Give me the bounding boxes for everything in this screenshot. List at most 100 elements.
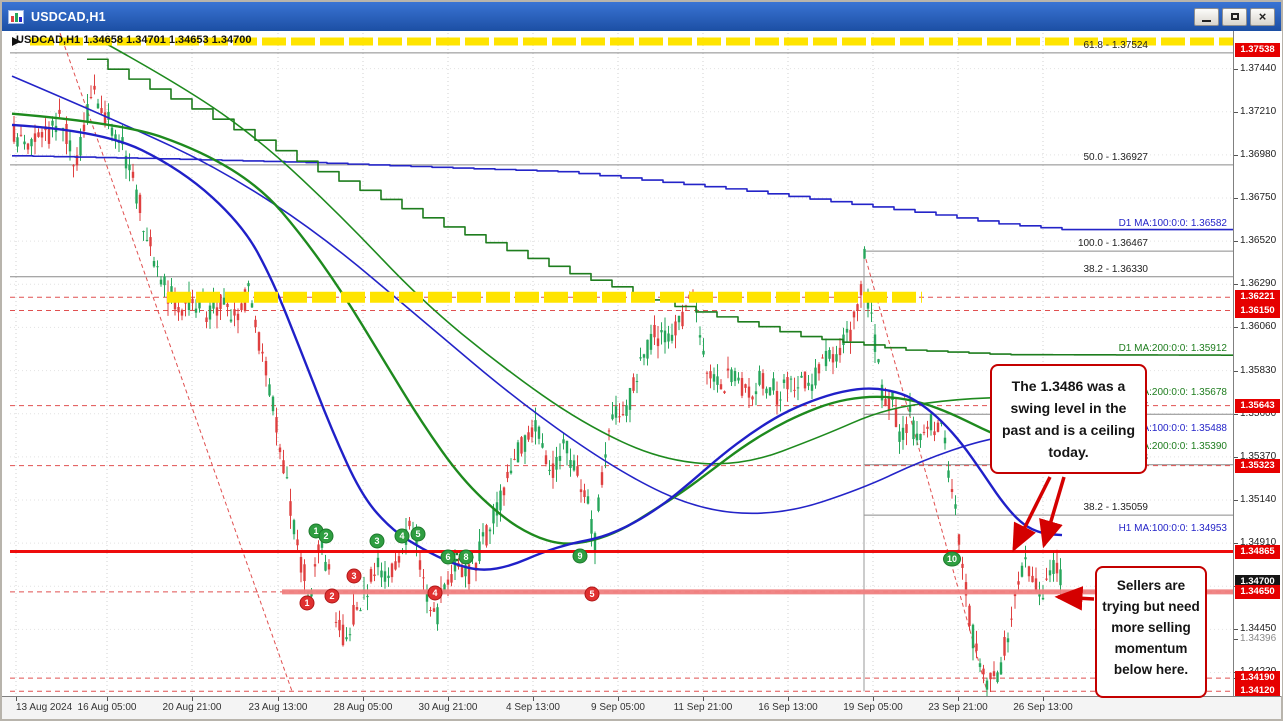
annotation-swing-level[interactable]: The 1.3486 was a swing level in the past…: [990, 364, 1147, 474]
swing-marker: 4: [427, 585, 443, 601]
pointer-arrow: [1012, 476, 1052, 553]
svg-text:5: 5: [415, 529, 420, 539]
time-axis-label: 26 Sep 13:00: [1013, 702, 1073, 713]
price-axis-label: 1.34396: [1240, 633, 1277, 645]
price-axis-label: 1.36520: [1240, 235, 1277, 247]
swing-marker: 6: [440, 549, 456, 565]
minimize-button[interactable]: [1194, 7, 1219, 26]
ma-line: [96, 37, 1063, 465]
time-axis-label: 16 Aug 05:00: [77, 702, 137, 713]
axis-tick: [788, 697, 789, 701]
trend-line: [863, 252, 988, 692]
price-axis-label: 1.37210: [1240, 105, 1277, 117]
price-axis: 1.37440 1.37210 1.36980 1.36750 1.36520 1.362…: [1233, 31, 1282, 699]
axis-tick: [1234, 111, 1238, 113]
svg-text:4: 4: [399, 531, 404, 541]
pointer-arrow: [1039, 476, 1066, 549]
swing-marker: 1: [299, 595, 315, 611]
time-axis-label: 9 Sep 05:00: [591, 702, 645, 713]
axis-tick: [1234, 629, 1238, 631]
price-axis-label: 1.35140: [1240, 493, 1277, 505]
time-axis-label: 30 Aug 21:00: [418, 702, 478, 713]
svg-text:2: 2: [329, 591, 334, 601]
axis-tick: [703, 697, 704, 701]
axis-tick: [958, 697, 959, 701]
time-axis-label: 16 Sep 13:00: [758, 702, 818, 713]
axis-tick: [1234, 198, 1238, 200]
swing-marker: 10: [943, 551, 961, 567]
axis-tick: [1234, 241, 1238, 243]
axis-tick: [1043, 697, 1044, 701]
price-badge: 1.36150: [1235, 303, 1280, 318]
candlesticks: [12, 74, 1062, 696]
grid: [10, 33, 1234, 695]
price-badge: 1.34120: [1235, 684, 1280, 699]
axis-tick: [618, 697, 619, 701]
ma-value-label: A:200:0:0: 1.35678: [1142, 387, 1227, 399]
axis-tick: [448, 697, 449, 701]
fib-level-label: 38.2 - 1.36330: [1083, 263, 1149, 275]
time-axis-label: 11 Sep 21:00: [673, 702, 733, 713]
band-anchor-marker: [12, 36, 21, 46]
svg-text:3: 3: [374, 536, 379, 546]
price-axis-label: 1.34910: [1240, 537, 1277, 549]
axis-tick: [1234, 456, 1238, 458]
price-badge: 1.34190: [1235, 671, 1280, 686]
price-axis-label: 1.37440: [1240, 62, 1277, 74]
swing-marker: 2: [324, 588, 340, 604]
swing-marker: 3: [369, 533, 385, 549]
time-axis: 13 Aug 2024 16 Aug 05:00 20 Aug 21:00 23 Au…: [2, 696, 1281, 719]
ma-line: [11, 75, 1063, 515]
price-axis-label: 1.34450: [1240, 623, 1277, 635]
price-badge: 1.34865: [1235, 544, 1280, 559]
svg-text:6: 6: [445, 552, 450, 562]
window-titlebar: USDCAD,H1 ×: [2, 2, 1281, 31]
fib-level-label: 100.0 - 1.36467: [1077, 238, 1148, 250]
time-axis-label: 23 Sep 21:00: [928, 702, 988, 713]
annotation-sellers[interactable]: Sellers are trying but need more selling…: [1095, 566, 1207, 698]
time-axis-label: 19 Sep 05:00: [843, 702, 903, 713]
axis-tick: [1234, 284, 1238, 286]
minimize-icon: [1202, 20, 1211, 22]
time-axis-label: 23 Aug 13:00: [248, 702, 308, 713]
price-axis-label: 1.35370: [1240, 450, 1277, 462]
window-title: USDCAD,H1: [31, 9, 106, 24]
ma-value-label: D1 MA:100:0:0: 1.36582: [1118, 217, 1227, 229]
price-axis-label: 1.36290: [1240, 278, 1277, 290]
price-axis-label: 1.36980: [1240, 148, 1277, 160]
axis-tick: [192, 697, 193, 701]
svg-text:10: 10: [947, 554, 957, 564]
chart-icon: [8, 9, 24, 24]
price-badge: 1.35323: [1235, 458, 1280, 473]
time-axis-label: 4 Sep 13:00: [506, 702, 560, 713]
chart-area: 1 2 3 4 5 6 8 9 10 1 2 3 4 5 USDCAD,H1 1.34658 1.3470…: [2, 31, 1282, 719]
ma-line: [12, 155, 1234, 231]
price-axis-label: 1.35600: [1240, 407, 1277, 419]
fib-level-label: 38.2 - 1.35059: [1083, 502, 1149, 514]
restore-button[interactable]: [1222, 7, 1247, 26]
price-axis-label: 1.35830: [1240, 364, 1277, 376]
axis-tick: [278, 697, 279, 701]
axis-tick: [1234, 327, 1238, 329]
trend-line: [59, 32, 293, 692]
axis-tick: [1234, 154, 1238, 156]
ma-value-label: A:100:0:0: 1.35488: [1142, 422, 1227, 434]
ma-value-label: H1 MA:100:0:0: 1.34953: [1118, 523, 1227, 535]
svg-text:3: 3: [351, 571, 356, 581]
svg-text:1: 1: [313, 526, 318, 536]
price-axis-label: 1.36060: [1240, 321, 1277, 333]
restore-icon: [1230, 13, 1239, 20]
price-badge: 1.36221: [1235, 290, 1280, 305]
swing-marker: 2: [318, 528, 334, 544]
axis-tick: [1234, 68, 1238, 70]
close-button[interactable]: ×: [1250, 7, 1275, 26]
ma-value-label: D1 MA:200:0:0: 1.35912: [1118, 343, 1227, 355]
axis-tick: [873, 697, 874, 701]
svg-text:4: 4: [432, 588, 437, 598]
swing-marker: 9: [572, 548, 588, 564]
ohlc-readout: USDCAD,H1 1.34658 1.34701 1.34653 1.3470…: [16, 34, 252, 46]
axis-tick: [533, 697, 534, 701]
price-axis-label: 1.36750: [1240, 192, 1277, 204]
pointer-arrow: [1054, 586, 1095, 611]
